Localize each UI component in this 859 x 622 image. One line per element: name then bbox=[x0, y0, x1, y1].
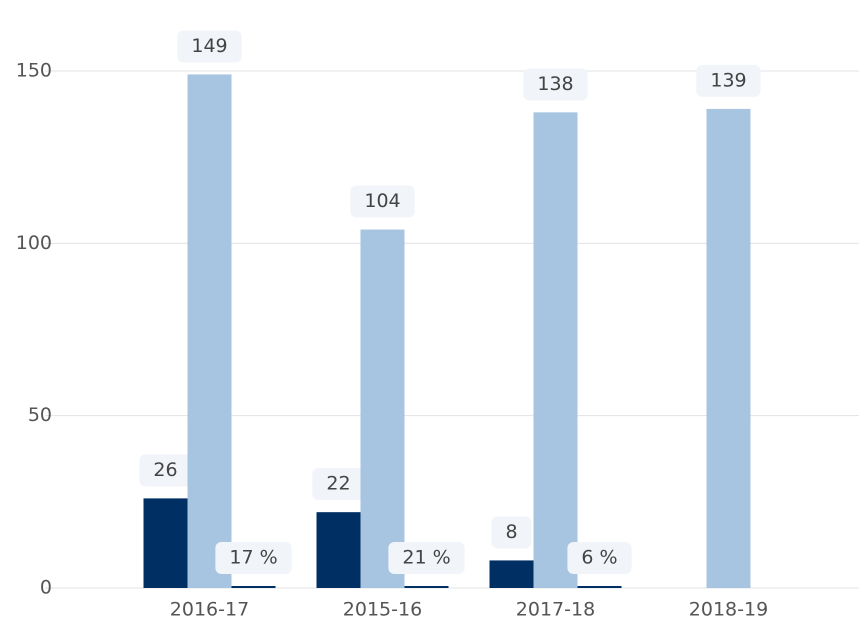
data-label-bg bbox=[177, 30, 242, 63]
bar bbox=[577, 586, 622, 588]
bar bbox=[187, 74, 232, 589]
data-label: 104 bbox=[364, 190, 400, 212]
data-label: 22 bbox=[326, 473, 350, 495]
y-tick-label: 0 bbox=[40, 577, 52, 599]
y-tick-label: 100 bbox=[16, 232, 52, 254]
data-label-bg bbox=[388, 542, 465, 574]
bar bbox=[404, 586, 449, 588]
data-label: 8 bbox=[505, 521, 517, 543]
data-label-bg bbox=[523, 68, 588, 101]
x-tick-label: 2017-18 bbox=[516, 599, 595, 621]
data-label: 17 % bbox=[229, 547, 277, 569]
data-label: 149 bbox=[191, 35, 227, 57]
data-label-bg bbox=[491, 516, 532, 549]
bar bbox=[143, 498, 188, 588]
data-label-bg bbox=[567, 542, 632, 574]
x-tick-label: 2018-19 bbox=[689, 599, 768, 621]
data-label: 26 bbox=[153, 459, 177, 481]
bar bbox=[533, 112, 578, 589]
bar bbox=[489, 560, 534, 588]
data-label: 138 bbox=[537, 73, 573, 95]
data-label: 139 bbox=[710, 69, 746, 91]
y-tick-label: 150 bbox=[16, 60, 52, 82]
x-tick-label: 2015-16 bbox=[343, 599, 422, 621]
bar bbox=[360, 229, 405, 588]
data-label: 21 % bbox=[402, 547, 450, 569]
bar bbox=[231, 586, 276, 588]
data-label-bg bbox=[215, 542, 292, 574]
bar bbox=[706, 108, 751, 588]
data-label-bg bbox=[139, 454, 192, 487]
data-label-bg bbox=[696, 64, 761, 97]
data-label-bg bbox=[350, 185, 415, 218]
bar bbox=[316, 512, 361, 588]
data-label-bg bbox=[312, 468, 365, 501]
y-tick-label: 50 bbox=[28, 404, 52, 426]
x-tick-label: 2016-17 bbox=[170, 599, 249, 621]
data-label: 6 % bbox=[581, 547, 617, 569]
